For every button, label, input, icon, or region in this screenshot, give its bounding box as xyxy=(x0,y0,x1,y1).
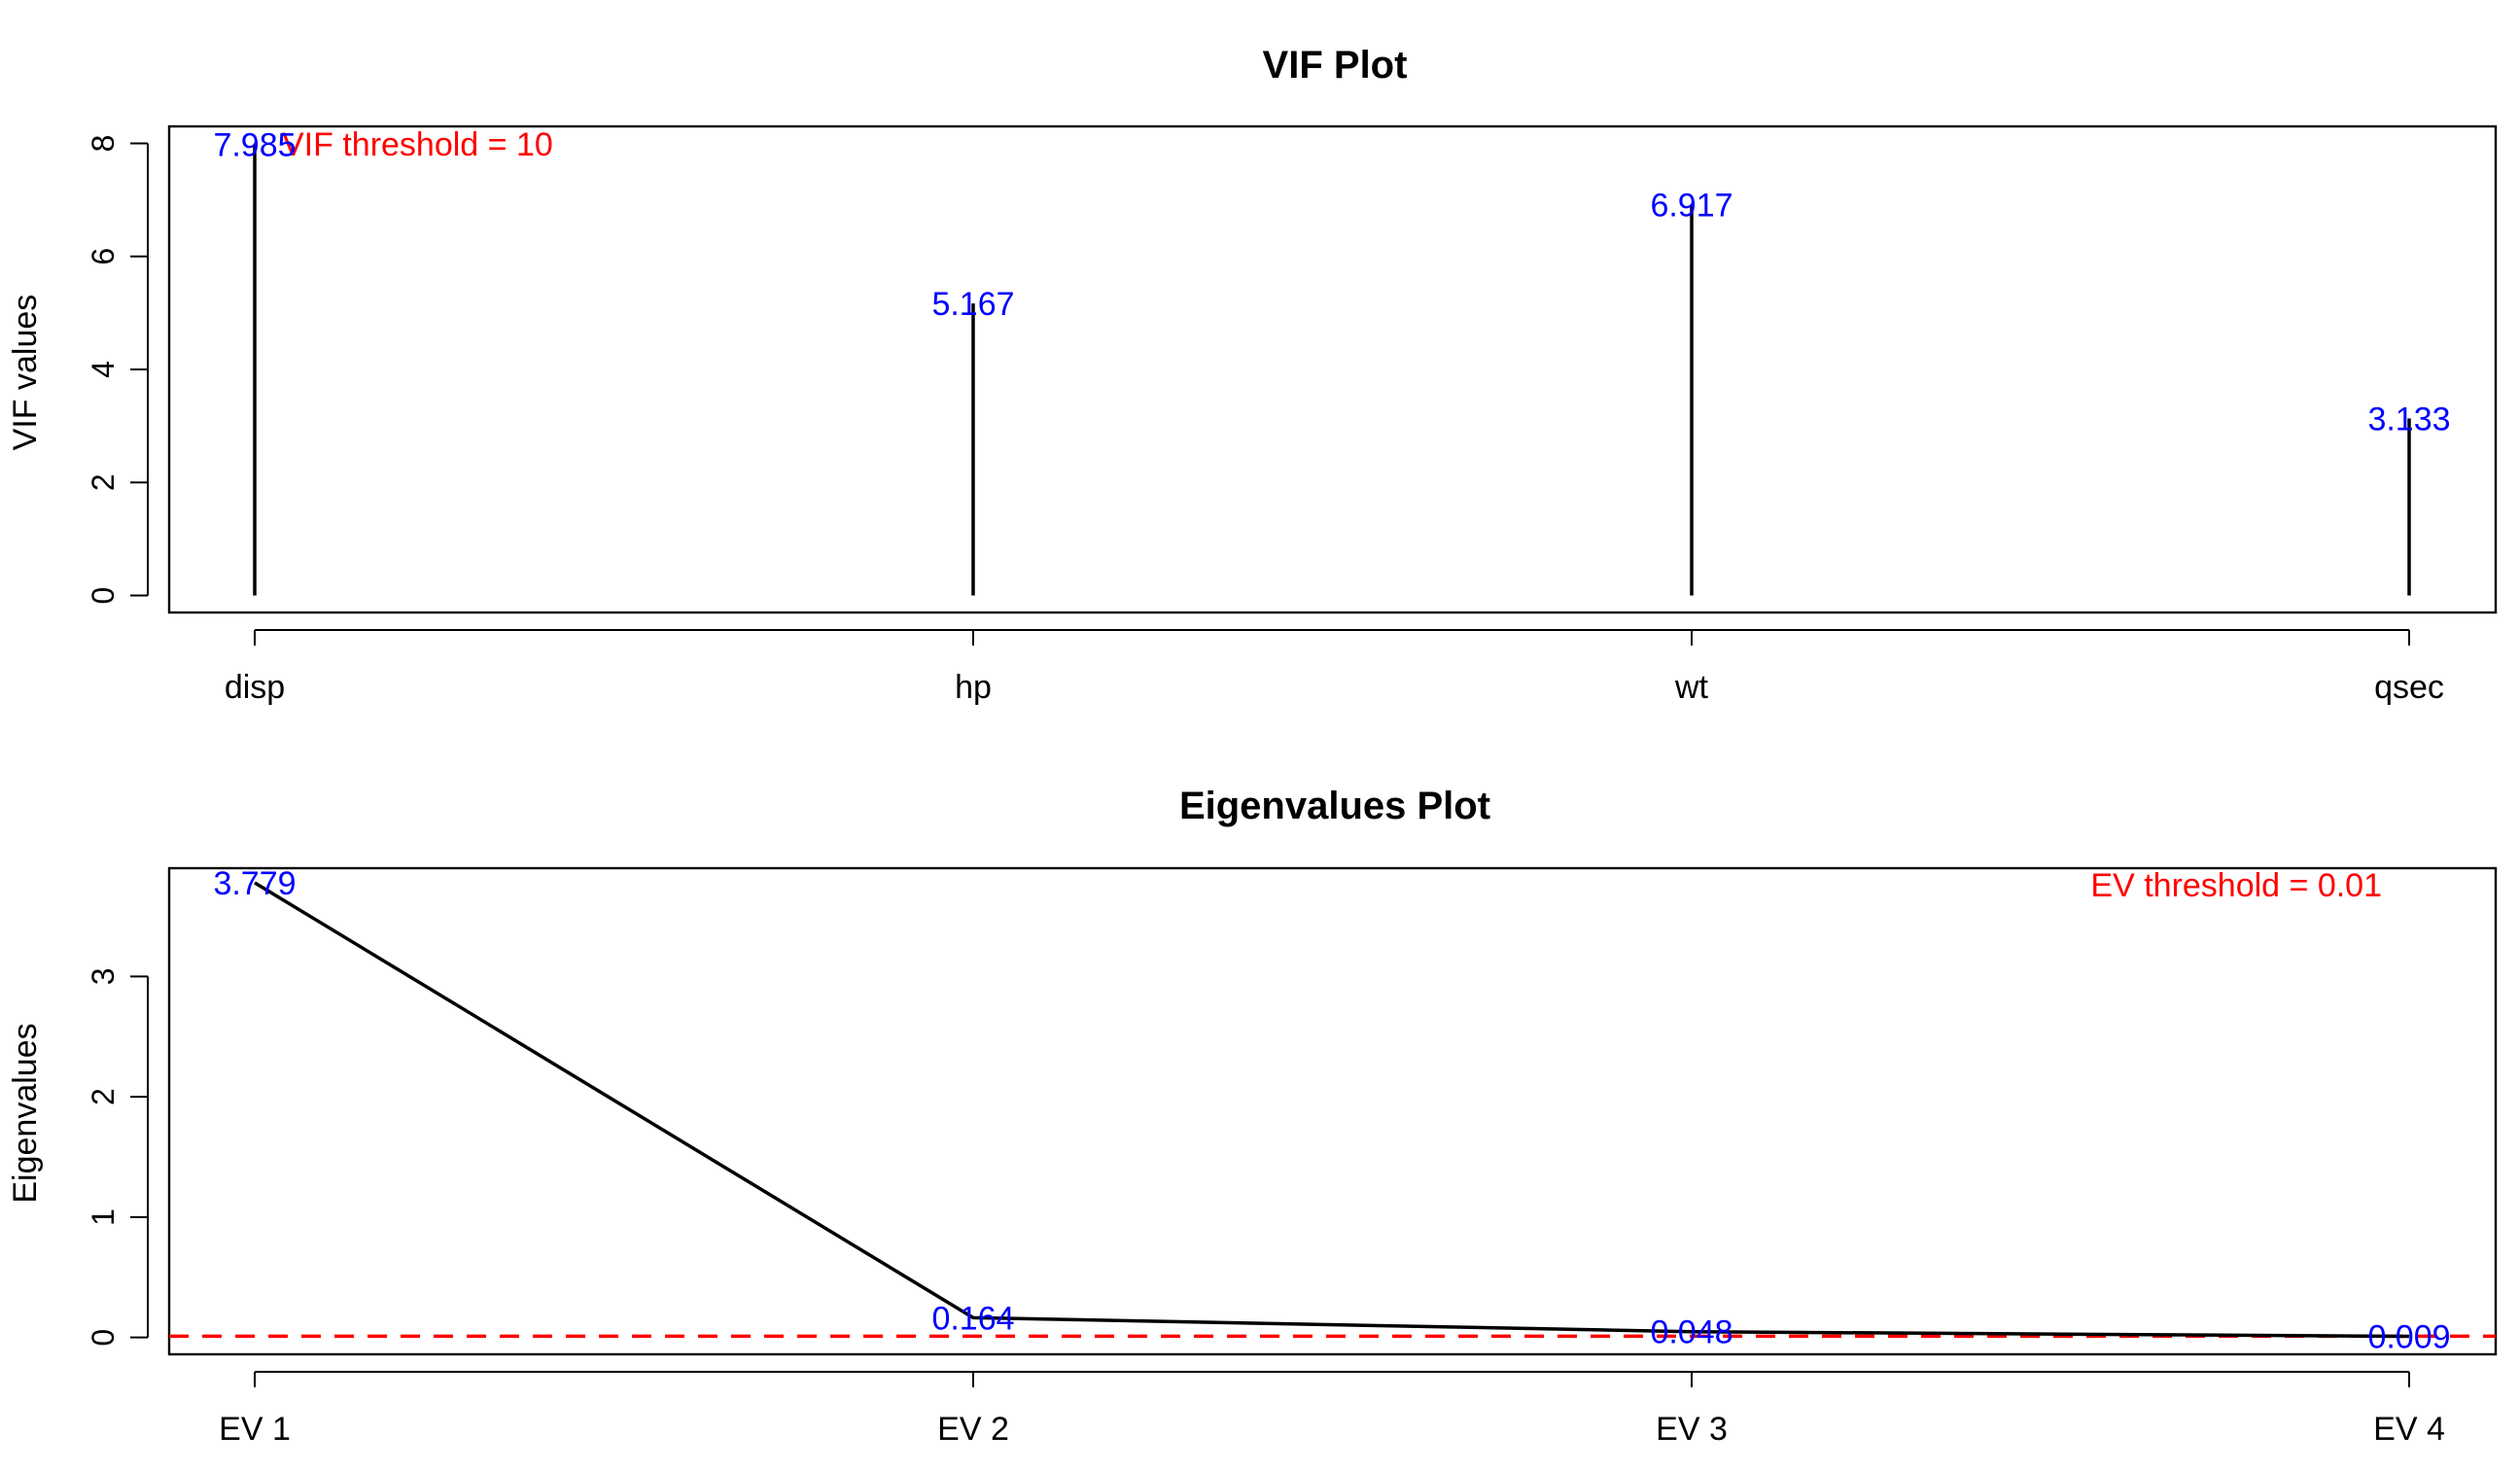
vif-y-tick-label: 4 xyxy=(86,361,121,378)
vif-y-tick-label: 6 xyxy=(86,248,121,265)
eigen-x-tick-label: EV 4 xyxy=(2373,1411,2445,1448)
vif-y-tick-label: 8 xyxy=(86,135,121,153)
eigen-y-tick-label: 3 xyxy=(86,967,121,985)
vif-plot: VIF Plot VIF values 0 2 4 6 8 disp hp wt qsec VI… xyxy=(7,44,2498,706)
eigen-value-label: 0.164 xyxy=(931,1300,1014,1337)
eigen-x-tick-label: EV 2 xyxy=(937,1411,1009,1448)
eigen-y-axis-label: Eigenvalues xyxy=(7,1023,44,1203)
eigen-x-tick-label: EV 3 xyxy=(1656,1411,1728,1448)
vif-chart-title: VIF Plot xyxy=(1263,44,1408,87)
vif-x-tick-label: disp xyxy=(225,669,285,706)
vif-x-tick-label: hp xyxy=(955,669,992,706)
vif-value-label: 6.917 xyxy=(1650,187,1732,224)
vif-value-label: 7.985 xyxy=(213,126,296,163)
eigen-series-line xyxy=(254,881,2410,1339)
eigen-threshold-annotation: EV threshold = 0.01 xyxy=(2090,867,2382,904)
vif-x-tick-label: wt xyxy=(1674,669,1709,706)
vif-y-axis-label: VIF values xyxy=(7,295,44,451)
eigen-y-tick-label: 0 xyxy=(86,1329,121,1347)
eigen-y-tick-label: 1 xyxy=(86,1208,121,1226)
vif-value-label: 3.133 xyxy=(2367,401,2450,438)
eigen-y-tick-label: 2 xyxy=(86,1088,121,1105)
eigen-value-label: 0.009 xyxy=(2367,1319,2450,1356)
eigen-chart-title: Eigenvalues Plot xyxy=(1179,785,1490,827)
eigen-value-label: 0.048 xyxy=(1650,1314,1732,1351)
vif-x-tick-label: qsec xyxy=(2374,669,2444,706)
eigenvalues-plot: Eigenvalues Plot Eigenvalues 0 1 2 3 EV 1 EV … xyxy=(7,785,2498,1448)
eigen-x-tick-label: EV 1 xyxy=(219,1411,291,1448)
eigen-value-label: 3.779 xyxy=(213,865,296,902)
vif-value-label: 5.167 xyxy=(931,286,1014,323)
eigen-plot-frame xyxy=(167,866,2498,1356)
vif-plot-frame xyxy=(167,124,2498,614)
vif-y-tick-label: 0 xyxy=(86,587,121,605)
vif-threshold-annotation: VIF threshold = 10 xyxy=(282,126,553,163)
vif-y-tick-label: 2 xyxy=(86,473,121,491)
